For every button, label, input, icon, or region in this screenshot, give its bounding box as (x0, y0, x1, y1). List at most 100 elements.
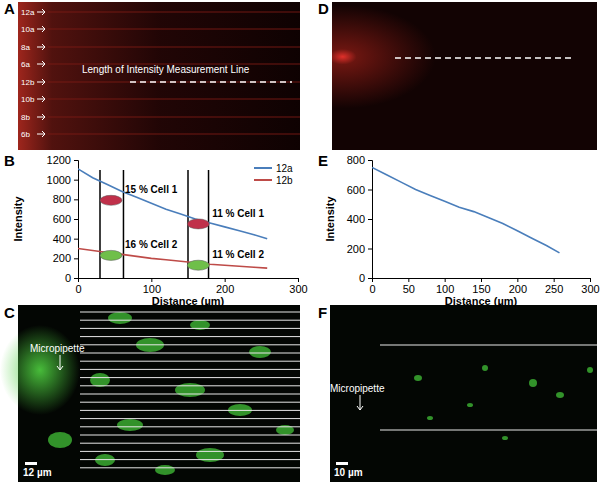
row-arrow (37, 26, 45, 32)
row-label: 6b (21, 130, 30, 139)
panel-label: F (318, 304, 327, 321)
legend-swatch (254, 167, 272, 169)
y-axis-title: Intensity (12, 196, 24, 242)
tick: 0 (359, 272, 372, 284)
tick-mark (368, 190, 372, 191)
tick-label: 200 (347, 243, 365, 255)
cell (529, 379, 537, 387)
cell-glow (0, 325, 80, 415)
tick-label: 0 (75, 283, 81, 295)
panel-label: A (4, 0, 15, 17)
chart: 0100200300020040060080010001200Distance … (12, 154, 308, 307)
tick-label: 300 (289, 283, 307, 295)
row-label: 8a (21, 43, 30, 52)
cell-marker (100, 250, 122, 260)
cell (587, 367, 593, 373)
tick-label: 200 (53, 252, 71, 264)
tick: 800 (53, 193, 78, 205)
tick: 600 (347, 184, 372, 196)
x-axis-title: Distance (µm) (445, 295, 518, 307)
row-label: 6a (21, 60, 30, 69)
tick: 100 (143, 278, 161, 295)
tick: 50 (403, 278, 415, 295)
legend: 12a12b (254, 163, 293, 186)
cell (155, 465, 175, 475)
panel-label: B (4, 152, 15, 169)
tick-mark (74, 258, 78, 259)
y-axis: 0 200 400 600 800 (347, 154, 373, 284)
channel-stripe (48, 116, 300, 118)
scale-bar-label: 10 µm (334, 467, 363, 478)
channel-line (80, 443, 300, 444)
measurement-line (130, 81, 292, 83)
measurement-label: Length of Intensity Measurement Line (82, 64, 250, 75)
x-axis: 050100150200250300 (369, 278, 599, 295)
fluorescence (18, 2, 300, 150)
channel-line (80, 467, 300, 468)
tick-mark (74, 278, 78, 279)
axis-line (373, 279, 591, 283)
tick: 150 (472, 278, 490, 295)
plot-area (78, 169, 267, 278)
scale-bar-label: 12 µm (23, 467, 52, 478)
tick-mark (74, 239, 78, 240)
panel-label: E (318, 152, 328, 169)
tick-mark (590, 278, 591, 282)
channel-line (80, 369, 300, 370)
tick: 200 (347, 243, 372, 255)
channel-line (380, 345, 597, 346)
tick-label: 800 (347, 154, 365, 166)
tick-mark (368, 219, 372, 220)
tick-mark (151, 278, 152, 282)
pointer-arrow (57, 355, 63, 370)
channel-stripe (48, 98, 300, 100)
tick: 300 (289, 278, 307, 295)
image-panel-d (332, 2, 597, 150)
row-arrow (37, 61, 45, 67)
tick: 200 (216, 278, 234, 295)
tick-mark (481, 278, 482, 282)
bracket-line (123, 170, 125, 278)
row-arrow (37, 131, 45, 137)
legend-swatch (254, 179, 272, 181)
tick-label: 1200 (47, 154, 71, 166)
channel-stripe (48, 81, 300, 83)
pointer-label: Micropipette (30, 343, 85, 354)
tick-mark (517, 278, 518, 282)
row-label: 10a (21, 25, 35, 34)
tick-label: 1000 (47, 174, 71, 186)
tick: 200 (53, 252, 78, 264)
tick: 600 (53, 213, 78, 225)
channel-line (80, 353, 300, 354)
tick: 300 (581, 278, 599, 295)
channel-line (80, 410, 300, 411)
tick: 250 (545, 278, 563, 295)
tick: 200 (509, 278, 527, 295)
channel-stripe (48, 28, 300, 30)
x-axis: 0 100 200 300 (75, 278, 307, 295)
channel-line (380, 430, 597, 431)
tick-label: 50 (403, 283, 415, 295)
channel-line (80, 320, 300, 321)
channel-line (80, 377, 300, 378)
cell (502, 436, 508, 440)
cell-marker (187, 260, 209, 270)
tick: 1000 (47, 174, 78, 186)
tick-mark (74, 219, 78, 220)
tick: 400 (347, 213, 372, 225)
cell-marker (187, 219, 209, 229)
cell-marker (100, 195, 122, 205)
image-panel-a: 12a10a8a6a12b10b8b6bLength of Intensity … (18, 2, 300, 150)
cell (108, 312, 132, 324)
annotation: 15 % Cell 1 (125, 184, 178, 195)
channel-line (80, 361, 300, 362)
channel-line (80, 402, 300, 403)
channel-line (80, 418, 300, 419)
tick-mark (74, 199, 78, 200)
channel-line (80, 328, 300, 329)
scale-bar (336, 462, 348, 465)
panel-label: C (4, 304, 15, 321)
tick-label: 600 (53, 213, 71, 225)
channel-line (80, 459, 300, 460)
bracket-line (99, 170, 101, 278)
